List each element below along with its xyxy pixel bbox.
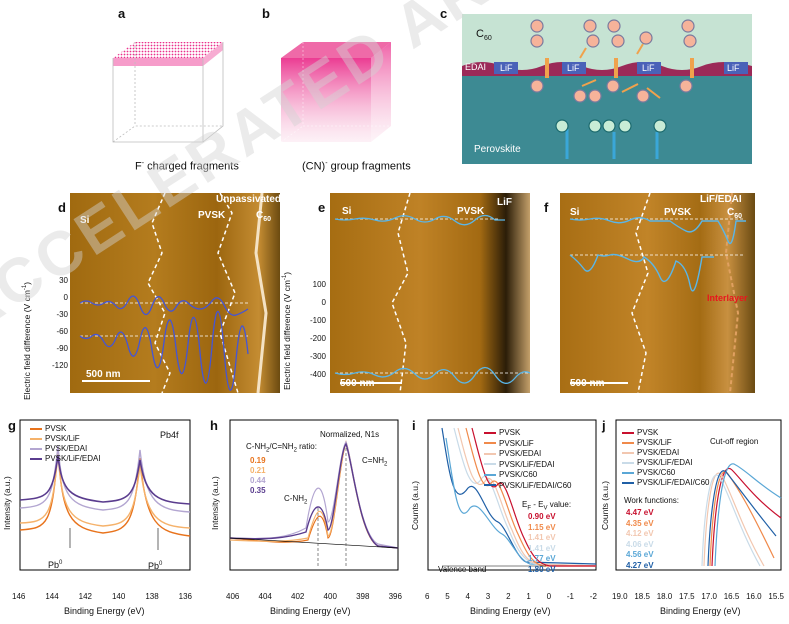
panel-f-si: Si [570,207,580,218]
panel-f-scale: 500 nm [570,378,605,389]
panel-i-label: i [412,418,416,433]
panel-j-label: j [602,418,606,433]
legend-item: PVSK/LiF/EDAI/C60 [484,481,571,492]
positive-charges [555,119,667,133]
panel-i-ef-title: EF - EV value: [522,500,572,512]
panel-h-c-eq-nh2: C=NH2 [362,456,388,468]
legend-item: PVSK [622,428,709,438]
panel-i-ylabel: Counts (a.u.) [410,480,420,530]
panel-g-pb0-left: Pb0 [48,560,63,570]
panel-d-scale: 500 nm [86,369,121,380]
panel-j-plot [615,419,782,571]
legend-item: PVSK/LiF/EDAI [484,460,571,471]
panel-g-ylabel: Intensity (a.u.) [2,476,12,530]
panel-h-label: h [210,418,218,433]
legend-item: PVSK/LiF [622,438,709,448]
panel-d-ylabel: Electric field difference (V cm-1) [22,281,32,400]
panel-e-scale: 500 nm [340,378,375,389]
panel-c-schematic [462,14,752,164]
legend-item: PVSK/LiF [484,439,571,450]
panel-f-pvsk: PVSK [664,207,692,218]
panel-g-legend: PVSK PVSK/LiF PVSK/EDAI PVSK/LiF/EDAI [30,424,101,464]
panel-a-fragment-cube [112,42,224,143]
panel-h-xticks: 406 404 402 400 398 396 [226,592,402,601]
panel-j-values: 4.47 eV 4.35 eV 4.12 eV 4.06 eV 4.56 eV … [626,508,654,570]
panel-i-plot [427,419,597,571]
panel-g-pb0-right: Pb0 [148,561,163,571]
panel-c-lif-label-1: LiF [500,63,513,73]
panel-g-title: Pb4f [160,430,179,440]
panel-h-ratio-title: C-NH2/C=NH2 ratio: [246,442,317,454]
panel-a-label: a [118,6,126,21]
panel-e-label: e [318,200,326,215]
legend-item: PVSK/LiF/EDAI [622,458,709,468]
panel-d-pvsk: PVSK [198,210,226,221]
panel-h-c-nh2: C-NH2 [284,494,308,506]
panel-i-xlabel: Binding Energy (eV) [470,606,551,616]
panel-h-title: Normalized, N1s [320,430,380,439]
panel-j-cutoff: Cut-off region [710,437,759,446]
panel-j-wf-title: Work functions: [624,496,679,505]
legend-item: PVSK/LiF/EDAI [30,454,101,464]
panel-j-xlabel: Binding Energy (eV) [660,606,741,616]
panel-e-ylabel: Electric field difference (V cm-1) [282,271,292,390]
panel-g-label: g [8,418,16,433]
panel-g-plot [19,419,191,571]
panel-e-yticks: 100 0 -100 -200 -300 -400 [309,280,326,379]
legend-item: PVSK/C60 [484,470,571,481]
panel-d-yticks: 30 0 -30 -60 -90 -120 [51,276,68,370]
legend-item: PVSK [484,428,571,439]
panel-d-si: Si [80,215,90,226]
panel-c-c60-label: C60 [476,28,492,43]
panel-d-title: Unpassivated [216,194,282,205]
panel-i-valence: Valence band [438,565,487,574]
panel-e-lif: LiF [497,197,512,208]
panel-c-label: c [440,6,448,21]
legend-item: PVSK/C60 [622,468,709,478]
panel-g-xticks: 146 144 142 140 138 136 [12,592,192,601]
legend-item: PVSK/EDAI [30,444,101,454]
panel-h-xlabel: Binding Energy (eV) [270,606,351,616]
panel-i-values: 0.90 eV 1.15 eV 1.41 eV 1.41 eV 1.77 eV … [528,512,556,574]
panel-d-afm-image [70,193,280,393]
panel-i-legend: PVSK PVSK/LiF PVSK/EDAI PVSK/LiF/EDAI PV… [484,428,571,491]
panel-c-lif-label-3: LiF [642,63,655,73]
panel-j-ylabel: Counts (a.u.) [600,480,610,530]
panel-f-c60: C60 [727,207,743,220]
panel-f-interlayer: Interlayer [707,293,748,303]
panel-d-label: d [58,200,66,215]
panel-h-ratios: 0.19 0.21 0.44 0.35 [250,456,266,495]
panel-c-edai-label: EDAI [465,62,487,72]
panel-j-legend: PVSK PVSK/LiF PVSK/EDAI PVSK/LiF/EDAI PV… [622,428,709,488]
panel-j-xticks: 19.0 18.5 18.0 17.5 17.0 16.5 16.0 15.5 [612,592,784,601]
panel-a-caption: F- charged fragments [135,160,239,173]
panel-b-caption: (CN)- group fragments [302,160,411,173]
panel-c-perovskite-label: Perovskite [474,144,521,155]
panel-f-afm-image [560,193,755,393]
panel-c-lif-label-4: LiF [727,63,740,73]
panel-d-c60: C60 [256,210,272,223]
panel-f-title: LiF/EDAI [700,194,742,205]
negative-charges [530,19,697,103]
panel-b-label: b [262,6,270,21]
legend-item: PVSK/EDAI [622,448,709,458]
panel-h-ylabel: Intensity (a.u.) [210,476,220,530]
panel-g-xlabel: Binding Energy (eV) [64,606,145,616]
legend-item: PVSK/LiF [30,434,101,444]
panel-f-label: f [544,200,549,215]
legend-item: PVSK [30,424,101,434]
panel-e-afm-image [330,193,530,393]
panel-e-pvsk: PVSK [457,206,485,217]
panel-b-fragment-cube [280,42,391,143]
panel-e-si: Si [342,206,352,217]
legend-item: PVSK/LiF/EDAI/C60 [622,478,709,488]
panel-h-plot [229,419,399,571]
panel-c-lif-label-2: LiF [567,63,580,73]
legend-item: PVSK/EDAI [484,449,571,460]
